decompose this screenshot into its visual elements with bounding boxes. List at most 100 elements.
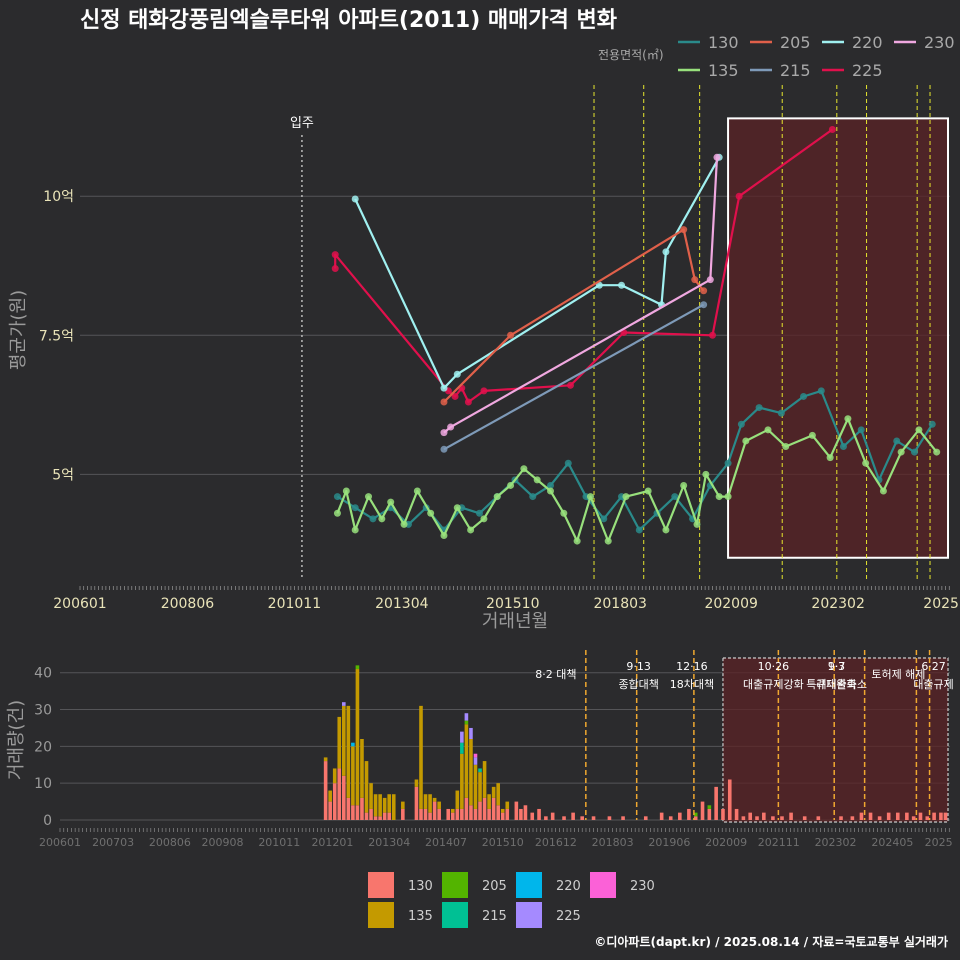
volume-bar-130 <box>943 812 948 820</box>
volume-bar-225 <box>464 713 469 721</box>
data-point-135 <box>724 493 732 501</box>
volume-bar-205 <box>464 720 469 725</box>
volume-bar-135 <box>414 779 419 787</box>
policy-label: 10·26 <box>758 660 790 673</box>
data-point-230 <box>706 276 714 284</box>
policy-label: 6·27 <box>921 660 946 673</box>
volume-bar-205 <box>707 805 712 809</box>
y-tick-label: 30 <box>34 703 52 719</box>
x-tick-label: 201612 <box>535 836 577 849</box>
volume-bar-130 <box>678 812 682 820</box>
legend-swatch-215 <box>442 902 468 928</box>
volume-bar-135 <box>391 794 396 820</box>
data-point-130 <box>800 392 808 400</box>
volume-bar-130 <box>939 812 943 820</box>
data-point-135 <box>897 448 905 456</box>
data-point-135 <box>702 470 710 478</box>
price-legend: 130 205 220 230 135 215 225 <box>678 33 955 80</box>
top-legend-title: 전용면적(㎡) <box>598 48 664 62</box>
legend-label-215: 215 <box>780 61 811 80</box>
data-point-135 <box>782 443 790 451</box>
data-point-135 <box>547 487 555 495</box>
volume-bar-130 <box>460 808 464 820</box>
volume-bar-215 <box>478 768 482 773</box>
volume-bar-130 <box>401 808 405 820</box>
data-point-130 <box>529 493 537 501</box>
volume-bar-130 <box>780 816 784 820</box>
data-point-135 <box>742 437 750 445</box>
legend-swatch-135 <box>368 902 394 928</box>
volume-bar-135 <box>328 790 332 802</box>
volume-bar-130 <box>741 816 746 820</box>
volume-bar-130 <box>469 805 473 820</box>
y-tick-label: 5억 <box>52 467 74 483</box>
data-point-135 <box>764 426 772 434</box>
volume-bar-135 <box>364 761 369 813</box>
volume-bar-130 <box>373 816 378 820</box>
data-point-135 <box>351 526 359 534</box>
policy-label: 8·2 대책 <box>535 668 576 681</box>
data-point-135 <box>333 509 341 517</box>
data-point-135 <box>467 526 475 534</box>
volume-bar-135 <box>373 794 378 817</box>
volume-bar-130 <box>537 808 541 820</box>
data-point-135 <box>915 426 923 434</box>
volume-bar-130 <box>478 801 482 820</box>
data-point-220 <box>662 248 670 256</box>
volume-bar-130 <box>364 812 369 820</box>
volume-bar-130 <box>423 808 428 820</box>
policy-label: 대출규제 <box>913 678 953 691</box>
data-point-135 <box>453 504 461 512</box>
policy-label: 대출규제강화 <box>743 678 804 691</box>
volume-bar-130 <box>687 808 691 820</box>
highlight-region <box>727 117 949 559</box>
x-tick-label: 200806 <box>149 836 191 849</box>
data-point-130 <box>333 493 341 501</box>
volume-bar-130 <box>530 812 535 820</box>
volume-bar-130 <box>482 797 487 820</box>
x-tick-label: 202405 <box>871 836 913 849</box>
volume-plot: 0 10 20 30 40 8·2 대책 9·13 종합대책 12·16 18차대책 10·26 대출… <box>6 650 954 849</box>
y-tick-label: 10 <box>34 776 52 792</box>
volume-bar-135 <box>351 746 355 806</box>
data-point-130 <box>777 409 785 417</box>
volume-bar-215 <box>460 742 464 754</box>
volume-bar-130 <box>337 768 342 820</box>
volume-bar-130 <box>491 797 496 820</box>
volume-bar-130 <box>789 812 793 820</box>
volume-bar-130 <box>762 812 766 820</box>
data-point-135 <box>342 487 350 495</box>
data-point-135 <box>604 537 612 545</box>
move-in-label: 입주 <box>290 116 314 131</box>
legend-swatch-225 <box>516 902 542 928</box>
data-point-225 <box>709 331 717 339</box>
data-point-135 <box>413 487 421 495</box>
data-point-135 <box>693 520 701 528</box>
volume-bar-225 <box>469 727 473 739</box>
volume-bar-130 <box>428 812 432 820</box>
volume-bar-130 <box>839 816 843 820</box>
volume-bar-130 <box>351 805 355 820</box>
data-point-135 <box>573 537 581 545</box>
legend-label-205: 205 <box>482 879 507 894</box>
volume-bar-135 <box>450 808 455 813</box>
volume-bar-135 <box>428 794 432 813</box>
volume-bar-130 <box>868 812 873 820</box>
volume-bar-135 <box>423 794 428 809</box>
volume-bar-130 <box>323 761 328 820</box>
volume-bar-130 <box>369 808 373 820</box>
legend-label-135: 135 <box>708 61 739 80</box>
policy-label: 12·16 <box>676 660 708 673</box>
data-point-225 <box>480 387 488 395</box>
volume-bar-130 <box>419 808 423 820</box>
volume-bar-130 <box>802 816 807 820</box>
data-point-220 <box>351 195 359 203</box>
volume-bar-130 <box>437 808 441 820</box>
volume-bar-130 <box>450 812 455 820</box>
volume-bar-135 <box>378 794 382 817</box>
data-point-130 <box>724 459 732 467</box>
data-point-135 <box>933 448 941 456</box>
volume-bar-130 <box>591 816 596 820</box>
volume-legend: 130 205 220 230 135 215 225 <box>368 872 655 928</box>
series-line-225 <box>334 128 834 404</box>
